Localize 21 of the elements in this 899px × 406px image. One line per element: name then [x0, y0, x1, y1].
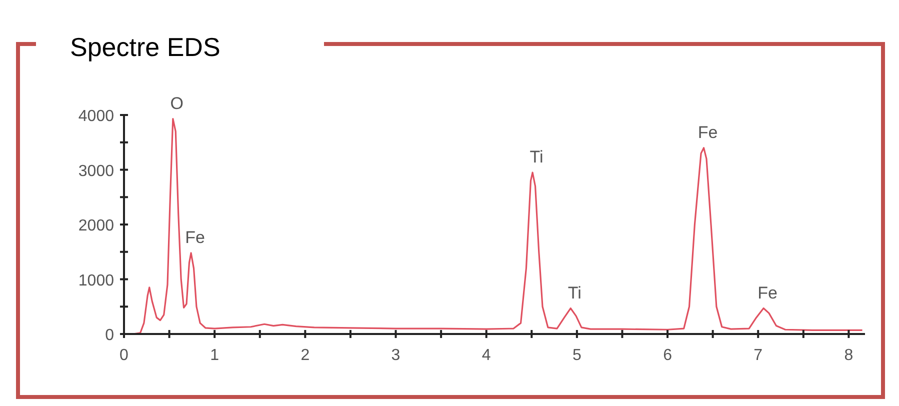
x-tick-label: 2 — [300, 347, 310, 364]
x-tick-label: 0 — [120, 347, 129, 364]
annotation: Fe — [698, 122, 718, 142]
y-tick-label: 0 — [105, 327, 114, 344]
annotation: O — [170, 94, 184, 113]
chart-title: Spectre EDS — [70, 32, 220, 62]
x-tick-label: 5 — [572, 347, 582, 364]
x-tick-label: 6 — [663, 347, 672, 364]
annotation: Fe — [185, 228, 205, 247]
annotation: Fe — [758, 283, 778, 302]
x-tick-label: 3 — [391, 347, 400, 364]
x-tick-label: 4 — [482, 347, 491, 364]
y-tick-label: 1000 — [78, 272, 114, 290]
annotation: Ti — [568, 283, 582, 302]
x-tick-label: 8 — [844, 347, 854, 364]
y-tick-label: 3000 — [78, 162, 114, 180]
x-tick-label: 1 — [210, 347, 220, 364]
x-tick-label: 7 — [754, 347, 763, 364]
y-tick-label: 2000 — [78, 218, 114, 234]
annotation: Ti — [530, 147, 544, 166]
y-tick-label: 4000 — [78, 108, 114, 125]
